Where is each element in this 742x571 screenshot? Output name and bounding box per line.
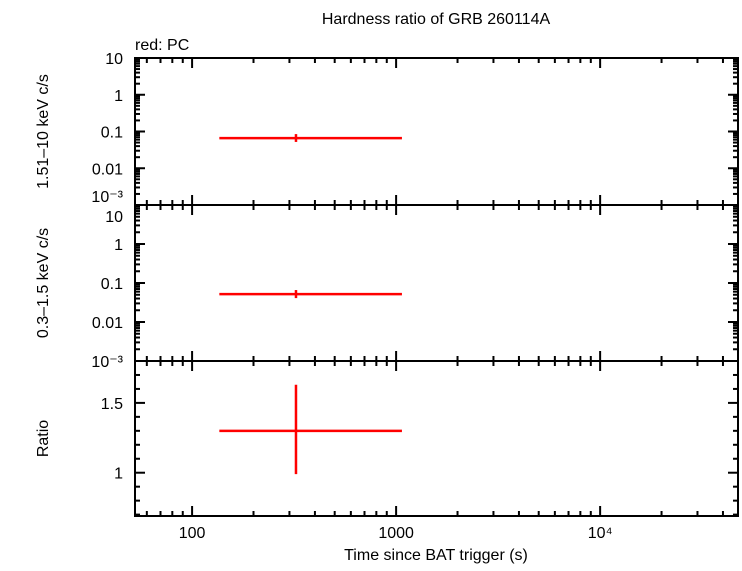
x-tick-label: 1000 <box>378 525 414 542</box>
plot-frame <box>134 360 739 517</box>
chart-title: Hardness ratio of GRB 260114A <box>322 11 551 28</box>
x-tick-label: 10⁴ <box>588 525 613 542</box>
x-axis-label: Time since BAT trigger (s) <box>344 547 528 564</box>
y-axis-label: 0.3–1.5 keV c/s <box>35 228 52 338</box>
y-tick-label: 10⁻³ <box>91 189 123 206</box>
plot-frame <box>134 57 739 206</box>
y-tick-label: 1 <box>114 237 123 254</box>
y-tick-label: 0.1 <box>101 125 123 142</box>
y-tick-label: 1 <box>114 466 123 483</box>
legend-annotation: red: PC <box>135 37 189 54</box>
x-tick-label: 100 <box>179 525 206 542</box>
panel-1: 10 1 0.1 0.01 10⁻³ 1.51–10 keV c/s <box>35 51 739 206</box>
y-tick-label: 1.5 <box>101 396 123 413</box>
y-tick-label: 1 <box>114 88 123 105</box>
y-axis-label: Ratio <box>35 420 52 457</box>
y-tick-label: 10 <box>105 209 123 226</box>
plot-frame <box>134 204 739 362</box>
panel-3: 1.5 1 Ratio 100 1000 10⁴ <box>35 360 739 542</box>
panel-2: 10 1 0.1 0.01 10⁻³ 0.3–1.5 keV c/s <box>35 204 739 371</box>
y-tick-label: 0.01 <box>92 161 123 178</box>
y-tick-label: 0.01 <box>92 315 123 332</box>
y-tick-label: 0.1 <box>101 276 123 293</box>
y-axis-label: 1.51–10 keV c/s <box>35 74 52 189</box>
y-tick-label: 10⁻³ <box>91 354 123 371</box>
y-tick-label: 10 <box>105 51 123 68</box>
